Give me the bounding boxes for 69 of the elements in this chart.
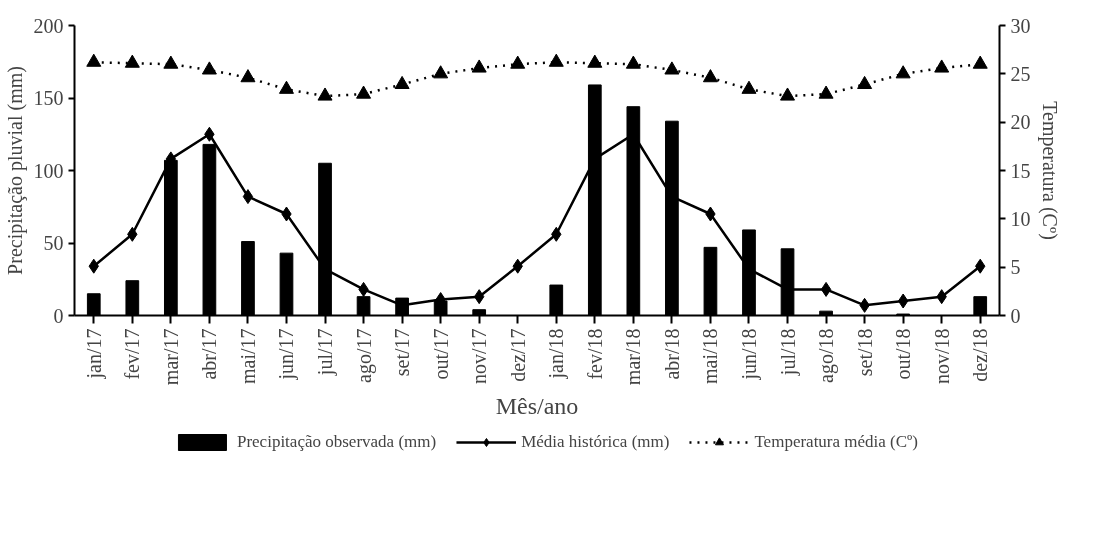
x-tick-label: jan/17 (82, 328, 106, 380)
y-tick-label: 150 (33, 87, 64, 109)
x-tick-label: jun/17 (275, 328, 299, 381)
point (625, 55, 641, 69)
point (780, 87, 796, 101)
point (86, 53, 102, 67)
x-tick-label: mar/17 (159, 328, 182, 386)
point (972, 55, 988, 69)
point (857, 75, 873, 90)
y2-tick-label: 5 (1010, 256, 1021, 279)
x-tick-label: fev/17 (121, 328, 144, 380)
x-tick-label: nov/17 (468, 328, 491, 385)
y2-tick-label: 15 (1010, 159, 1031, 182)
point (242, 189, 254, 205)
point (317, 87, 333, 101)
x-tick-label: mar/18 (622, 328, 645, 386)
y2-tick-label: 0 (1010, 304, 1021, 327)
x-tick-label: set/17 (391, 328, 414, 377)
point (587, 54, 603, 68)
x-axis-title: Mês/ano (495, 393, 579, 420)
x-tick-label: jun/18 (737, 328, 761, 381)
y-axis-title: Precipitação pluvial (mm) (3, 66, 27, 275)
point (510, 55, 526, 69)
y-tick-label: 50 (43, 232, 64, 254)
x-tick-label: out/18 (892, 328, 915, 380)
x-tick-label: nov/18 (930, 328, 953, 385)
point (471, 59, 487, 73)
point (124, 54, 140, 68)
point (278, 80, 294, 94)
point (356, 85, 372, 99)
y-tick-label: 100 (33, 159, 64, 182)
x-tick-label: dez/17 (506, 328, 529, 382)
x-tick-label: jul/17 (314, 328, 338, 377)
y-tick-label: 200 (33, 14, 64, 37)
x-tick-label: mai/18 (699, 328, 722, 385)
point (664, 61, 680, 75)
point (897, 293, 909, 309)
point (895, 65, 911, 79)
x-tick-label: ago/17 (352, 328, 376, 383)
x-tick-label: mai/17 (236, 328, 259, 385)
x-tick-label: abr/17 (198, 328, 221, 380)
y-tick-label: 0 (53, 304, 64, 327)
y2-tick-label: 20 (1010, 111, 1031, 134)
x-tick-label: fev/18 (583, 328, 606, 380)
point (394, 75, 410, 90)
point (818, 85, 834, 99)
x-tick-label: jan/18 (545, 328, 569, 380)
y2-tick-label: 10 (1010, 207, 1031, 230)
legend-label: Temperatura média (Cº) (754, 432, 919, 452)
legend-label: Média histórica (mm) (521, 432, 670, 452)
y2-tick-label: 25 (1010, 62, 1031, 85)
point (163, 55, 179, 69)
point (201, 61, 217, 75)
x-tick-label: jul/18 (776, 328, 800, 377)
y2-tick-label: 30 (1010, 14, 1031, 37)
point (433, 65, 449, 79)
x-tick-label: set/18 (853, 328, 876, 377)
x-tick-label: abr/18 (660, 328, 683, 380)
point (240, 69, 256, 83)
point (702, 69, 718, 83)
y2-axis-title: Temperatura (Cº) (1037, 101, 1061, 240)
point (741, 80, 757, 94)
point (548, 53, 564, 67)
x-tick-label: ago/18 (815, 328, 839, 383)
legend-label: Precipitação observada (mm) (236, 432, 437, 452)
x-tick-label: dez/18 (969, 328, 992, 382)
x-tick-label: out/17 (429, 328, 452, 380)
point (934, 59, 950, 73)
point (820, 281, 832, 297)
